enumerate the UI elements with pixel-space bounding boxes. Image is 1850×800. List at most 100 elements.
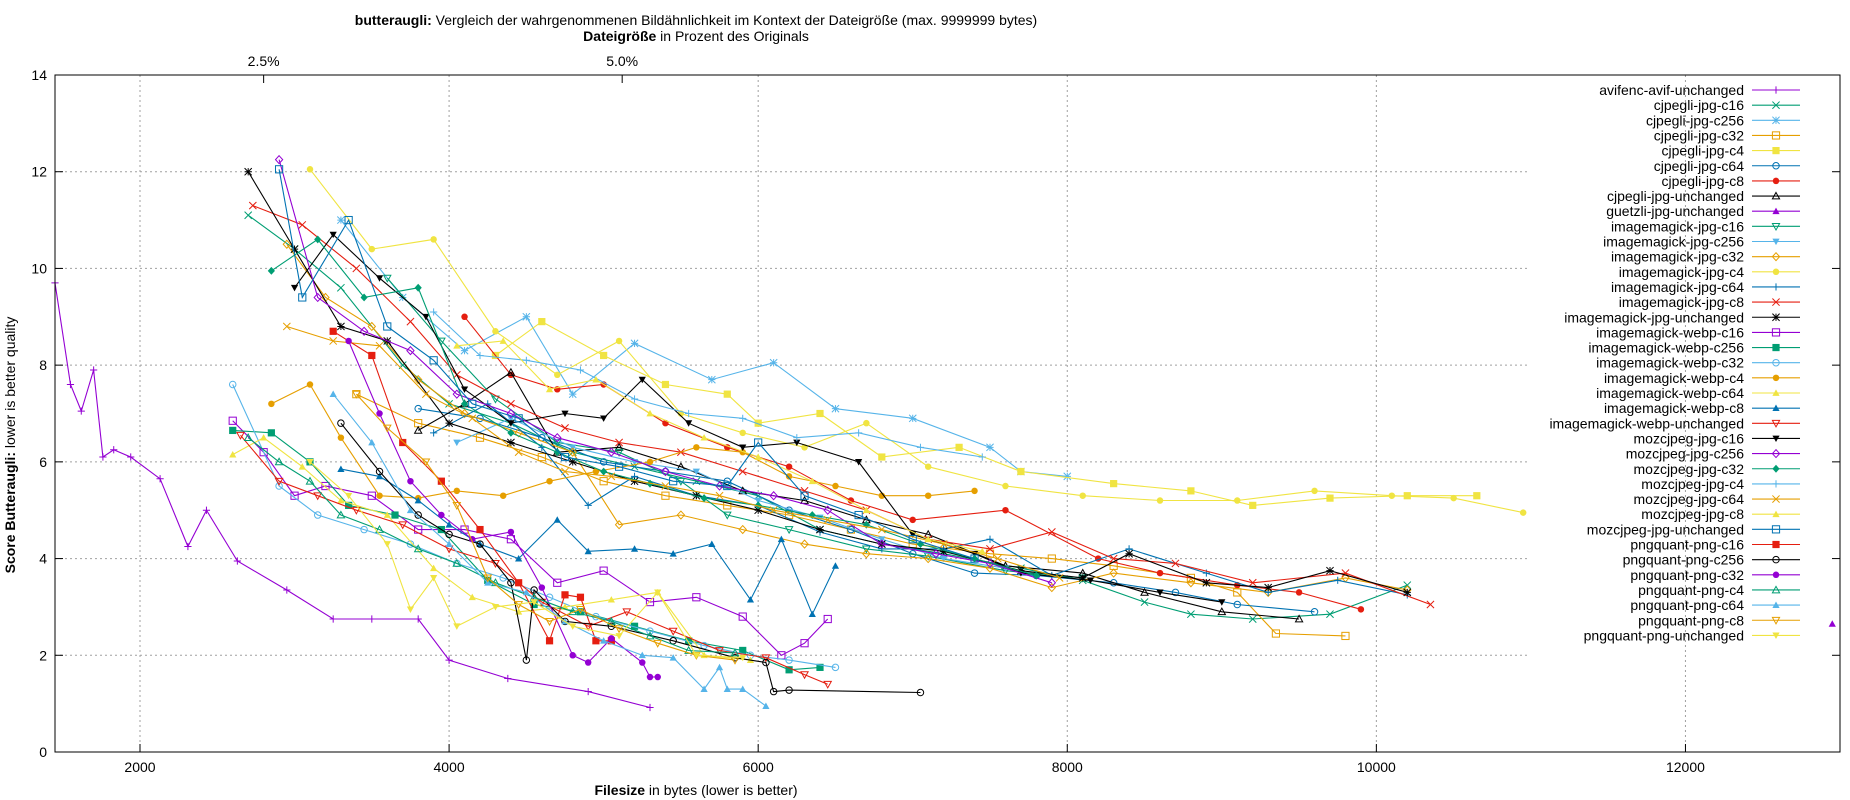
legend-item: imagemagick-jpg-c4 — [1619, 264, 1800, 280]
data-point — [970, 554, 979, 563]
diamond-marker — [1047, 582, 1057, 593]
triangle-down-marker — [940, 555, 948, 563]
data-point — [77, 407, 85, 415]
x-axis-label: Filesize in bytes (lower is better) — [594, 782, 797, 798]
cross-marker — [1047, 528, 1056, 536]
cross-marker — [1403, 581, 1412, 590]
data-point — [228, 416, 237, 425]
square-marker — [614, 462, 624, 471]
data-point — [630, 395, 639, 403]
data-point — [337, 496, 345, 504]
data-point — [1047, 554, 1056, 563]
series-cjpegli-jpg-unchanged — [413, 367, 1304, 623]
triangle-down-marker — [345, 492, 353, 500]
triangle-down-marker — [569, 623, 577, 630]
circle-marker — [1388, 492, 1396, 499]
cross-marker — [244, 211, 253, 220]
data-point — [639, 659, 646, 666]
data-point — [336, 322, 345, 331]
series-line — [386, 277, 1083, 579]
triangle-down-marker — [1772, 632, 1780, 639]
data-point — [383, 541, 391, 548]
circle-marker — [554, 371, 561, 379]
data-point — [243, 433, 253, 442]
cross-marker — [1426, 600, 1435, 609]
series-imagemagick-webp-c32 — [228, 380, 840, 672]
circle-marker — [1079, 492, 1086, 499]
legend-label: imagemagick-webp-c4 — [1604, 370, 1744, 386]
data-point — [738, 524, 748, 535]
circle-marker — [1295, 589, 1303, 596]
diamond-marker — [931, 549, 941, 559]
triangle-marker — [243, 433, 253, 442]
data-point — [538, 443, 546, 451]
square-marker — [878, 453, 886, 461]
square-marker — [692, 593, 701, 602]
y-tick-label: 6 — [39, 454, 47, 470]
data-point — [375, 275, 384, 282]
data-point — [359, 326, 369, 336]
star-marker — [986, 443, 994, 452]
star-marker — [1078, 573, 1087, 582]
triangle-down-marker — [545, 618, 554, 627]
data-point — [800, 495, 809, 504]
circle-marker — [1002, 506, 1009, 514]
cross-marker — [877, 525, 886, 534]
square-marker — [599, 566, 608, 575]
x-tick-label: 12000 — [1666, 759, 1705, 775]
triangle-down-marker — [398, 521, 408, 530]
chart-title: butteraugli: Vergleich der wahrgenommene… — [355, 12, 1037, 28]
data-point — [1171, 559, 1180, 568]
square-marker — [955, 443, 963, 451]
data-point — [584, 687, 592, 696]
diamond-marker — [359, 326, 369, 336]
data-point — [916, 443, 925, 451]
data-point — [313, 492, 323, 501]
square-marker — [970, 554, 979, 563]
data-point — [1772, 268, 1780, 276]
triangle-down-marker — [668, 627, 678, 636]
data-point — [1110, 480, 1118, 488]
triangle-marker — [646, 409, 654, 417]
diamond-marker — [314, 235, 322, 244]
data-point — [831, 663, 840, 672]
data-point — [1771, 131, 1781, 140]
data-point — [1202, 578, 1211, 587]
data-point — [854, 510, 863, 520]
cross-marker — [1772, 101, 1780, 110]
circle-marker — [831, 663, 840, 672]
data-point — [414, 511, 422, 519]
data-point — [127, 453, 135, 461]
data-point — [382, 274, 392, 283]
triangle-down-marker — [1218, 599, 1226, 606]
series-cjpegli-jpg-c8 — [461, 313, 1365, 613]
triangle-marker — [1828, 620, 1836, 627]
data-point — [507, 528, 515, 536]
data-point — [754, 419, 762, 427]
triangle-down-marker — [236, 431, 245, 440]
legend-item: pngquant-png-c64 — [1630, 597, 1800, 613]
circle-marker — [461, 313, 468, 321]
plus-marker — [1772, 86, 1780, 94]
data-point — [614, 448, 624, 457]
triangle-marker — [723, 685, 731, 693]
data-point — [507, 579, 515, 587]
triangle-marker — [638, 651, 646, 659]
triangle-down-marker — [351, 506, 361, 515]
star-marker — [939, 547, 948, 556]
plus-marker — [233, 557, 241, 565]
plus-marker — [110, 446, 118, 454]
x-axis-label-bold: Filesize — [594, 782, 645, 798]
data-point — [414, 615, 422, 623]
x2-axis-title-bold: Dateigröße — [583, 28, 656, 44]
circle-marker — [407, 477, 414, 485]
data-point — [468, 399, 477, 408]
y-axis-label: Score Butteraugli: lower is better quali… — [2, 317, 18, 574]
square-marker — [475, 433, 485, 442]
data-point — [345, 337, 352, 345]
square-marker — [344, 215, 353, 225]
circle-marker — [345, 337, 352, 345]
plus-marker — [584, 687, 592, 696]
triangle-marker — [368, 438, 376, 446]
data-point — [352, 264, 361, 273]
